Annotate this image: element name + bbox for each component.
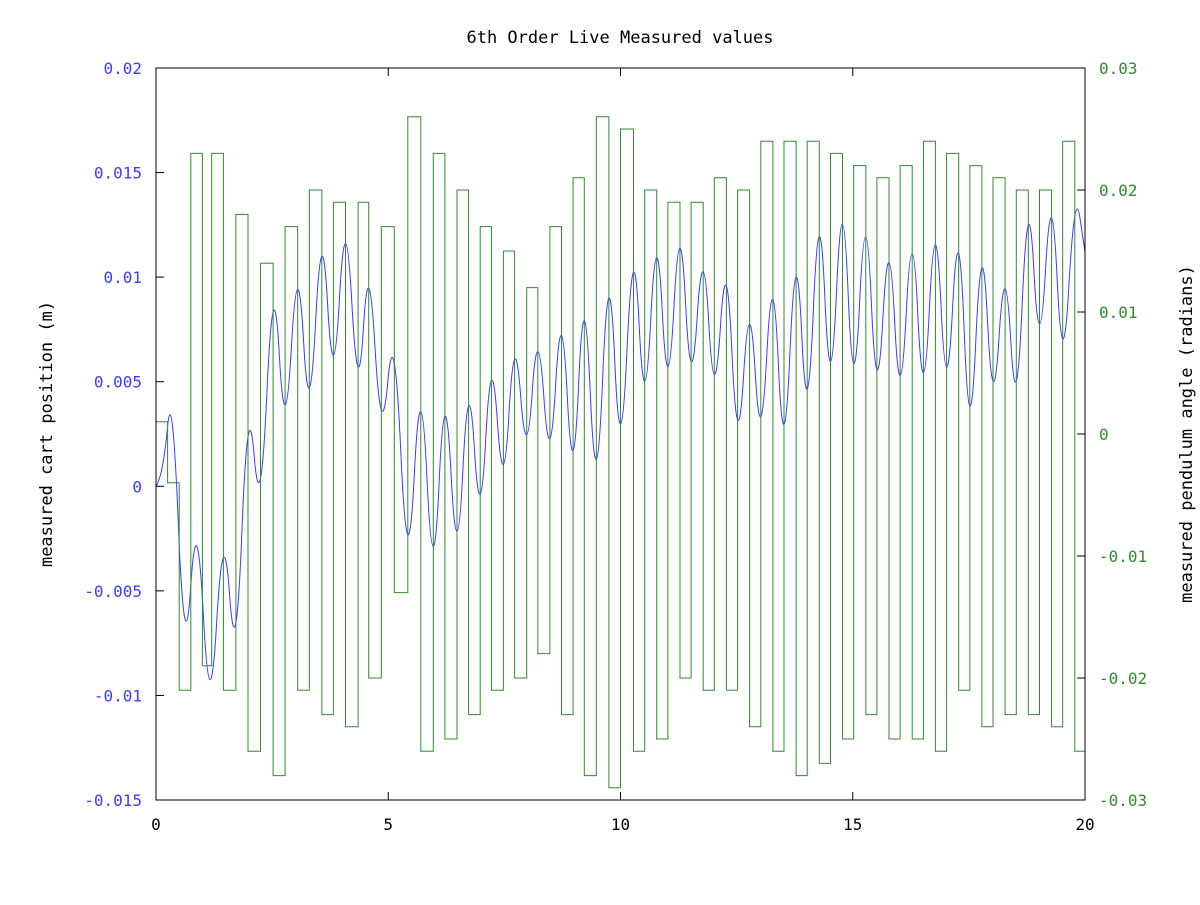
y-right-tick-label: 0 <box>1099 425 1109 444</box>
y-left-tick-label: -0.01 <box>94 686 142 705</box>
ticks-layer: 0 5 10 15 20 0.02 0.015 0.01 0.005 0 -0.005 -0.01 -0… <box>84 59 1147 834</box>
series-layer <box>155 104 1086 789</box>
y-right-tick-label: -0.01 <box>1099 547 1147 566</box>
y-right-tick-label: 0.03 <box>1099 59 1138 78</box>
y-right-tick-label: 0.02 <box>1099 181 1138 200</box>
pendulum-angle-line <box>156 104 1086 789</box>
y-left-tick-label: -0.015 <box>84 791 142 810</box>
y-right-tick-label: -0.02 <box>1099 669 1147 688</box>
y-left-tick-label: 0.005 <box>94 373 142 392</box>
y-right-tick-label: -0.03 <box>1099 791 1147 810</box>
cart-position-line <box>155 208 1086 680</box>
y-left-tick-label: 0.02 <box>103 59 142 78</box>
y-left-tick-label: 0.015 <box>94 164 142 183</box>
x-tick-label: 20 <box>1075 815 1094 834</box>
x-tick-label: 10 <box>611 815 630 834</box>
y-right-tick-label: 0.01 <box>1099 303 1138 322</box>
y-right-axis-label: measured pendulum angle (radians) <box>1177 265 1197 603</box>
chart-title: 6th Order Live Measured values <box>466 28 773 48</box>
y-left-tick-label: -0.005 <box>84 582 142 601</box>
y-left-axis-label: measured cart position (m) <box>37 301 57 567</box>
y-left-tick-label: 0.01 <box>103 268 142 287</box>
x-tick-label: 15 <box>843 815 862 834</box>
x-tick-label: 5 <box>383 815 393 834</box>
y-left-tick-label: 0 <box>132 477 142 496</box>
x-tick-label: 0 <box>151 815 161 834</box>
